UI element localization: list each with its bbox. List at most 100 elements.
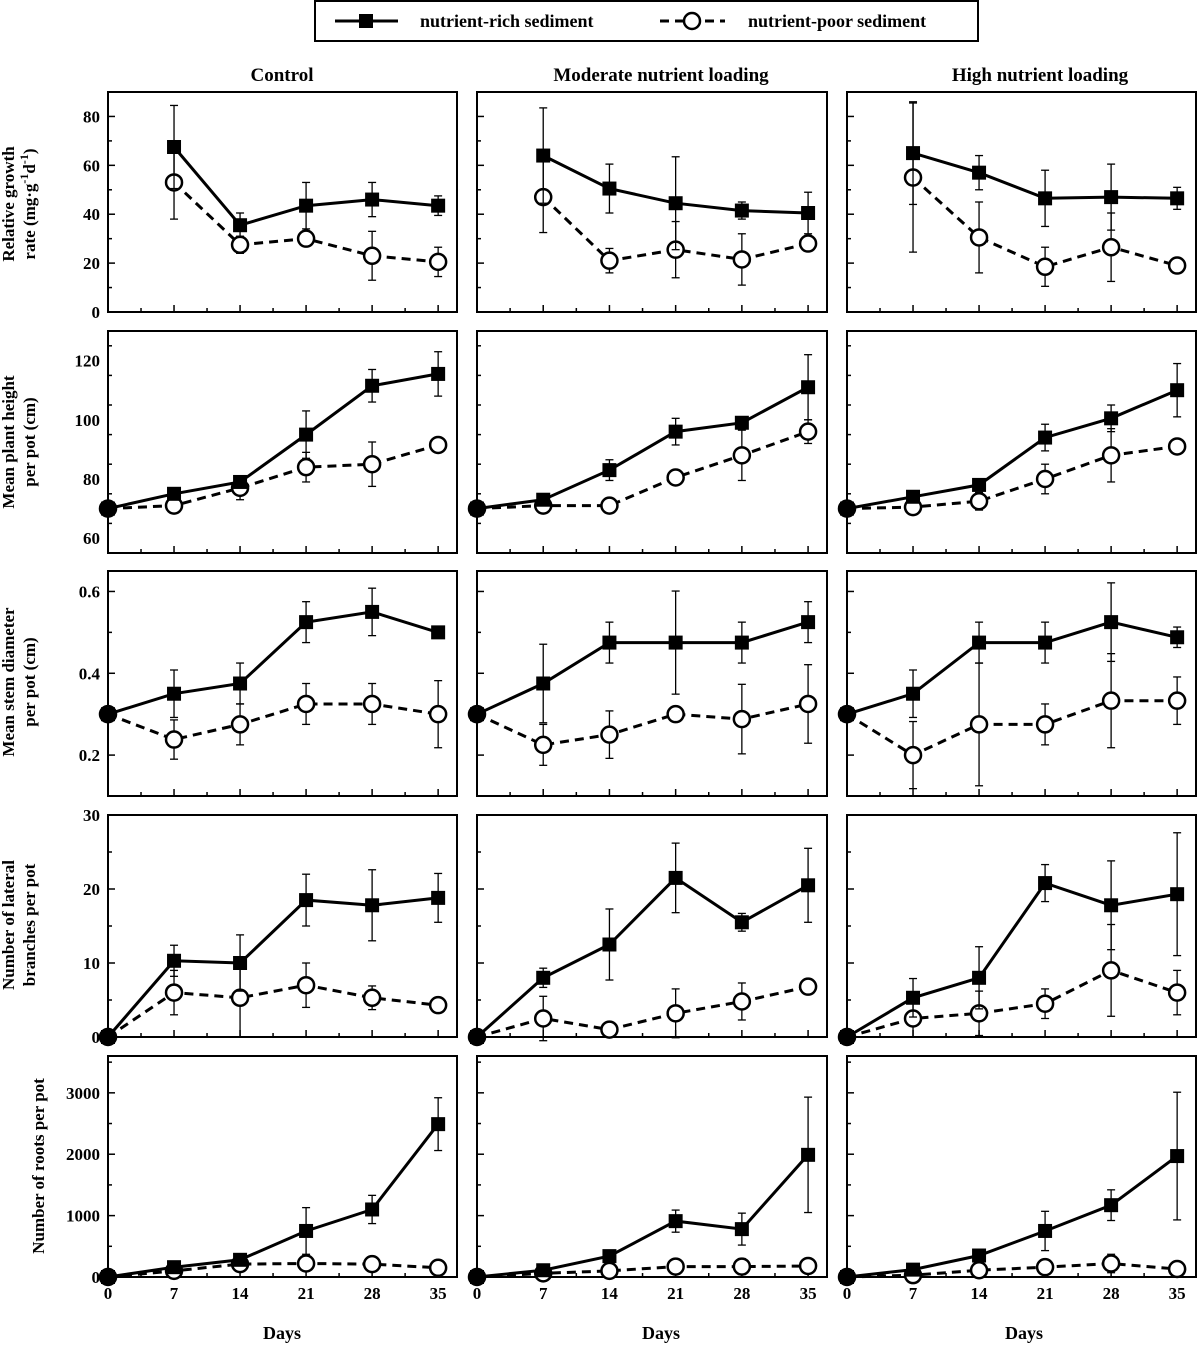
panel-height-control-ytick-label: 80	[83, 470, 100, 489]
panel-diameter-moderate-poor-point	[666, 704, 685, 724]
panel-branches-high-poor-point	[1167, 983, 1187, 1002]
panel-height-high-poor-point	[1101, 446, 1121, 465]
panel-height-high-rich-point	[1170, 383, 1185, 398]
panel-diameter-high-poor-point	[1035, 715, 1055, 734]
panel-diameter-control-rich-point	[167, 686, 182, 701]
panel-rgr-control-rich-point	[167, 140, 182, 154]
panel-branches-high-rich-point	[840, 1030, 854, 1044]
panel-roots-control-rich-line	[107, 1123, 440, 1279]
panel-branches-control-rich-point	[101, 1030, 115, 1044]
row-label-roots-line1: Number of roots per pot	[29, 1078, 48, 1254]
panel-height-high-poor-line	[846, 444, 1178, 511]
panel-branches-moderate-poor-point	[798, 977, 818, 996]
row-label-lateral-branches-line2: branches per pot	[20, 863, 39, 986]
panel-roots-control-rich-point	[299, 1223, 314, 1238]
panel-height-moderate-rich-point	[734, 415, 749, 430]
panel-diameter-control-poor-line	[107, 702, 439, 742]
panel-diameter-control-poor-point	[230, 715, 250, 734]
panel-roots-moderate-rich-point	[470, 1270, 484, 1284]
panel-branches-moderate-rich-point	[668, 870, 683, 885]
panel-diameter-moderate	[467, 570, 828, 797]
panel-roots-high-xtick-label: 0	[843, 1284, 852, 1303]
panel-rgr-control: 0 20 40 60 80	[83, 91, 458, 322]
panel-height-moderate-rich-point	[668, 424, 683, 439]
panel-roots-control-poor-point	[428, 1258, 448, 1278]
panel-height-control-rich-point	[299, 427, 314, 442]
panel-height-high-rich-point	[906, 489, 921, 504]
panel-height-high-rich-point	[1038, 430, 1053, 445]
panel-height-high-frame	[846, 330, 1197, 554]
panel-diameter-control-ytick-label: 0.2	[79, 746, 100, 765]
panel-roots-control-poor-point	[296, 1254, 316, 1273]
panel-branches-moderate-rich-point	[602, 937, 617, 952]
panel-branches-high-rich-line	[846, 881, 1178, 1039]
panel-branches-high-frame	[846, 814, 1197, 1038]
panel-rgr-moderate-frame	[476, 91, 828, 313]
panel-diameter-high-rich-point	[906, 686, 921, 701]
panel-branches-high-rich-point	[972, 970, 987, 985]
panel-branches-moderate-poor-point	[533, 1009, 553, 1028]
panel-diameter-high	[837, 570, 1197, 797]
panel-roots-moderate-rich-point	[801, 1147, 816, 1162]
panel-rgr-control-rich-point	[299, 198, 314, 213]
panel-roots-high-xtick-label: 21	[1037, 1284, 1054, 1303]
row-label-lateral-branches-line1: Number of lateral	[0, 860, 18, 990]
panel-height-control-rich-point	[233, 474, 248, 489]
panel-height-moderate-poor-point	[666, 468, 685, 487]
panel-rgr-control-rich-point	[431, 198, 446, 213]
panel-rgr-high-rich-point	[1038, 191, 1053, 206]
panel-roots-control-rich-point	[167, 1260, 182, 1275]
panel-diameter-moderate-frame	[476, 570, 828, 797]
panel-height-high-rich-point	[972, 477, 987, 492]
panel-diameter-high-poor-point	[969, 715, 989, 734]
row-label-roots: Number of roots per pot	[29, 1078, 48, 1254]
panel-roots-high-rich-point	[972, 1248, 987, 1263]
panel-roots-control: 0 1000 2000 3000 0 7 14 21 28 35	[66, 1055, 458, 1303]
panel-roots-control-ytick-label: 0	[92, 1268, 101, 1287]
panel-rgr-control-poor-point	[428, 252, 448, 272]
row-label-relative-growth: Relative growth rate (mg·g-1d-1)	[0, 146, 39, 262]
panel-diameter-high-rich-point	[840, 707, 854, 722]
panel-roots-high-xtick-label: 35	[1169, 1284, 1186, 1303]
panel-roots-moderate-rich-point	[734, 1222, 749, 1237]
legend-poor-marker	[682, 11, 702, 31]
panel-diameter-control-rich-point	[233, 676, 248, 691]
panel-roots-high-rich-point	[1170, 1149, 1185, 1164]
panel-roots-moderate-xtick-label: 35	[800, 1284, 817, 1303]
panel-height-control-poor-line	[107, 443, 439, 511]
panel-branches-control-frame	[107, 814, 458, 1038]
rgr-unit-sup1: -1	[17, 174, 31, 184]
panel-branches-high-poor-line	[846, 968, 1178, 1039]
panel-rgr-moderate-rich-point	[734, 203, 749, 218]
panel-rgr-high-frame	[846, 91, 1197, 313]
panel-roots-high-poor-point	[969, 1260, 989, 1280]
panel-branches-high-rich-point	[1038, 876, 1053, 891]
row-label-relative-growth-line2: rate (mg·g-1d-1)	[17, 148, 39, 259]
panel-height-control-rich-point	[365, 378, 380, 393]
column-title-control: Control	[251, 65, 314, 86]
panel-height-moderate-rich-point	[536, 492, 551, 507]
panel-diameter-high-rich-point	[1104, 615, 1119, 630]
panel-roots-control-ytick-label: 3000	[66, 1084, 100, 1103]
panel-rgr-control-ytick-label: 60	[83, 156, 100, 175]
panel-diameter-high-rich-line	[846, 620, 1178, 716]
panel-branches-control-poor-point	[428, 995, 448, 1015]
panel-height-control-rich-point	[167, 486, 182, 501]
rgr-unit-part2: d	[20, 164, 39, 174]
panel-branches-moderate-rich-point	[470, 1030, 484, 1044]
panel-roots-high-frame	[846, 1055, 1197, 1278]
panel-diameter-control-rich-point	[299, 615, 314, 630]
panel-height-control-rich-point	[101, 501, 115, 516]
panel-branches-moderate-poor-point	[666, 1004, 685, 1023]
panel-roots-moderate-rich-line	[476, 1153, 810, 1279]
panel-height-high-poor-point	[969, 491, 989, 511]
panel-height-moderate-rich-line	[476, 385, 809, 511]
x-axis-label-high: Days	[1005, 1323, 1043, 1343]
panel-height-moderate-poor-point	[600, 496, 619, 515]
panel-roots-moderate-rich-point	[536, 1263, 551, 1278]
panel-branches-moderate-frame	[476, 814, 828, 1038]
panel-roots-control-rich-point	[431, 1117, 446, 1132]
panel-height-high	[837, 330, 1197, 554]
panel-roots-moderate: 0 7 14 21 28 35	[467, 1055, 828, 1303]
row-label-plant-height-line2: per pot (cm)	[20, 397, 39, 486]
